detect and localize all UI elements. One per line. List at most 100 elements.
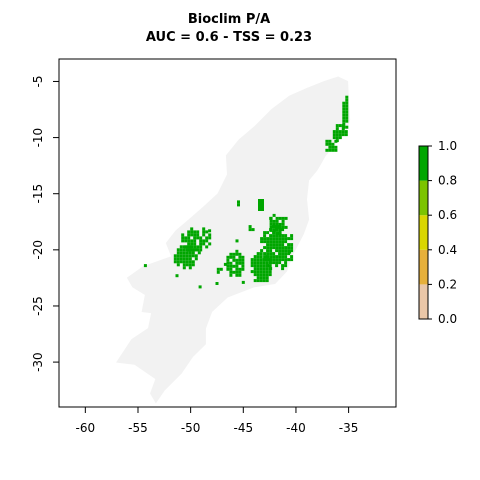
presence-cell <box>335 127 339 131</box>
presence-cell <box>179 260 183 264</box>
presence-cell <box>345 95 349 99</box>
presence-cell <box>191 260 195 264</box>
presence-cell <box>226 261 230 265</box>
presence-cell <box>281 240 285 244</box>
presence-cell <box>266 252 270 256</box>
presence-cell <box>253 273 257 277</box>
presence-cell <box>259 258 263 262</box>
legend-swatch <box>419 284 428 319</box>
x-tick-label: -60 <box>76 421 96 435</box>
presence-cell <box>235 252 239 256</box>
presence-cell <box>281 255 285 259</box>
presence-cell <box>272 213 276 217</box>
presence-cell <box>219 267 223 271</box>
presence-cell <box>232 258 236 262</box>
presence-cell <box>176 254 180 258</box>
presence-cell <box>278 249 282 253</box>
presence-cell <box>269 252 273 256</box>
presence-cell <box>263 252 267 256</box>
presence-cell <box>263 231 267 235</box>
presence-cell <box>290 249 294 253</box>
presence-cell <box>272 234 276 238</box>
presence-cell <box>281 228 285 232</box>
presence-cell <box>265 264 269 268</box>
presence-cell <box>284 261 288 265</box>
presence-cell <box>281 225 285 229</box>
presence-cell <box>281 258 285 262</box>
presence-cell <box>241 267 245 271</box>
presence-cell <box>208 233 212 237</box>
presence-cell <box>266 231 270 235</box>
presence-cell <box>256 273 260 277</box>
presence-cell <box>262 264 266 268</box>
presence-cell <box>256 270 260 274</box>
presence-cell <box>193 245 197 249</box>
presence-cell <box>269 219 273 223</box>
presence-cell <box>287 237 291 241</box>
presence-cell <box>187 233 191 237</box>
presence-cell <box>187 230 191 234</box>
presence-cell <box>259 276 263 280</box>
presence-cell <box>263 240 267 244</box>
presence-cell <box>342 101 346 105</box>
presence-cell <box>235 258 239 262</box>
presence-cell <box>263 237 267 241</box>
presence-cell <box>261 208 264 211</box>
presence-cell <box>345 104 349 108</box>
presence-cell <box>185 251 189 255</box>
presence-cell <box>262 276 266 280</box>
presence-cell <box>284 246 288 250</box>
presence-cell <box>193 239 197 243</box>
presence-cell <box>235 249 239 253</box>
presence-cell <box>238 267 242 271</box>
presence-cell <box>256 264 260 268</box>
presence-cell <box>275 264 279 268</box>
presence-cell <box>238 255 242 259</box>
presence-cell <box>190 227 194 231</box>
presence-cell <box>173 254 177 258</box>
legend-tick-label: 1.0 <box>438 139 457 153</box>
presence-cell <box>325 142 329 146</box>
presence-cell <box>179 248 183 252</box>
presence-cell <box>261 202 264 205</box>
presence-cell <box>335 133 339 137</box>
presence-cell <box>196 236 200 240</box>
presence-cell <box>345 119 349 123</box>
presence-cell <box>235 267 239 271</box>
presence-cell <box>328 148 332 152</box>
presence-cell <box>287 246 291 250</box>
presence-cell <box>290 237 294 241</box>
chart-subtitle: AUC = 0.6 - TSS = 0.23 <box>145 30 313 45</box>
presence-cell <box>191 251 195 255</box>
presence-cell <box>345 101 349 105</box>
presence-cell <box>281 243 285 247</box>
presence-cell <box>281 216 285 220</box>
presence-cell <box>182 251 186 255</box>
presence-cell <box>278 252 282 256</box>
presence-cell <box>187 242 191 246</box>
presence-cell <box>199 245 203 249</box>
presence-cell <box>272 255 276 259</box>
presence-cell <box>275 228 279 232</box>
presence-cell <box>269 240 273 244</box>
presence-cell <box>251 228 255 232</box>
presence-cell <box>268 258 272 262</box>
presence-cell <box>331 142 335 146</box>
presence-cell <box>287 258 291 262</box>
presence-cell <box>182 257 186 261</box>
presence-cell <box>345 113 349 117</box>
presence-point <box>241 280 245 284</box>
presence-cell <box>237 203 240 207</box>
presence-cell <box>268 261 272 265</box>
presence-cell <box>260 237 264 241</box>
presence-cell <box>278 237 282 241</box>
presence-cell <box>275 222 279 226</box>
presence-cell <box>188 263 192 267</box>
presence-cell <box>173 260 177 264</box>
presence-cell <box>331 145 335 149</box>
presence-cell <box>269 234 273 238</box>
presence-cell <box>331 148 335 152</box>
x-tick-label: -55 <box>128 421 148 435</box>
presence-cell <box>272 237 276 241</box>
presence-cell <box>275 237 279 241</box>
